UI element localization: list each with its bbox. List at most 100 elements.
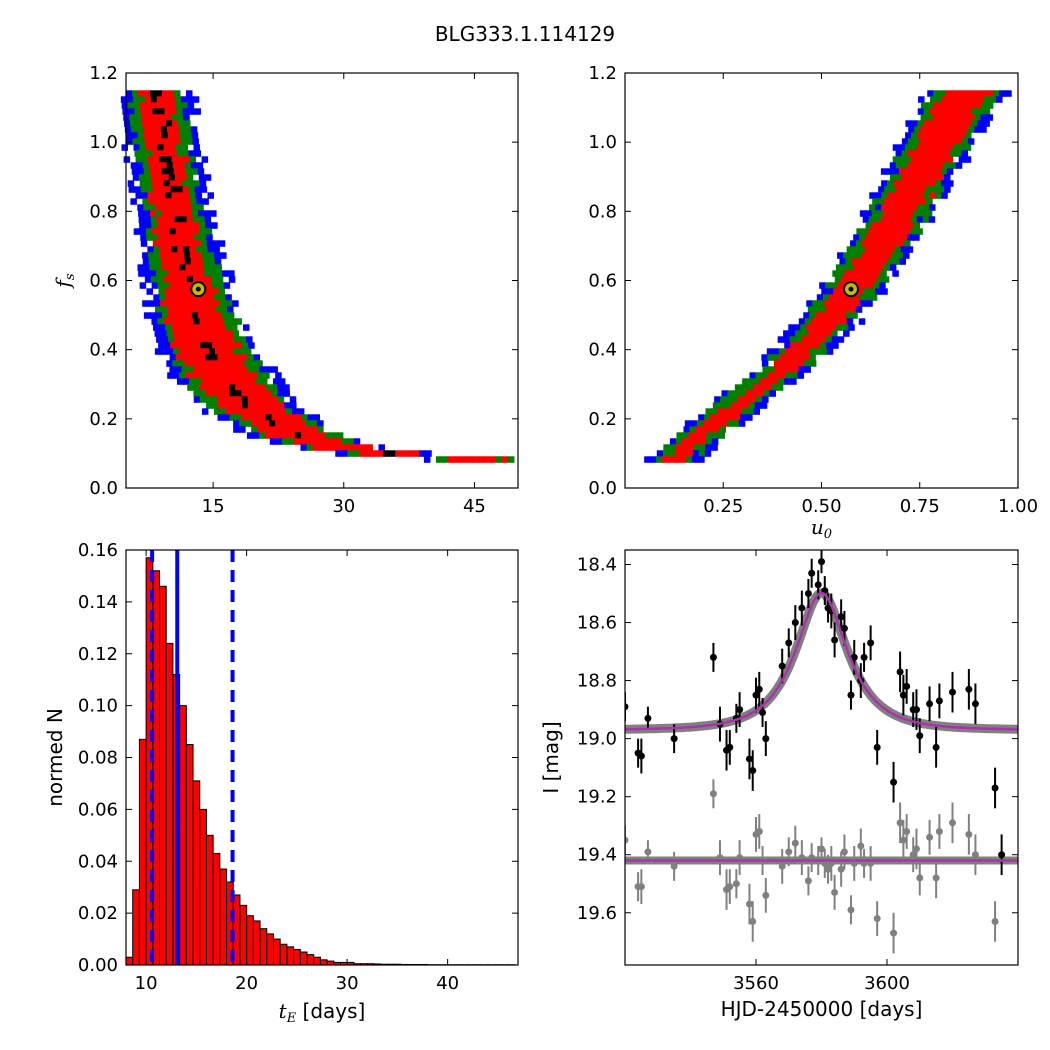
posterior-cell-1sigma [218, 378, 226, 385]
posterior-cell-3sigma [195, 192, 202, 199]
posterior-cell-3sigma [644, 456, 651, 463]
posterior-cell-1sigma [263, 426, 270, 433]
data-point [926, 700, 934, 708]
posterior-cell-1sigma [785, 360, 793, 367]
posterior-cell-1sigma [186, 336, 193, 343]
posterior-cell-3sigma [907, 234, 914, 241]
data-point [935, 697, 943, 705]
posterior-cell-3sigma [194, 150, 202, 157]
posterior-cell-3sigma [711, 444, 718, 451]
posterior-cell-1sigma [259, 384, 266, 391]
posterior-cell-2sigma [761, 372, 768, 379]
histogram-bar [239, 904, 248, 966]
posterior-cell-2sigma [949, 162, 957, 169]
posterior-cell-1sigma [844, 270, 851, 277]
posterior-cell-peak [169, 228, 177, 235]
posterior-cell-1sigma [264, 432, 272, 439]
posterior-cell-1sigma [174, 210, 181, 217]
posterior-cell-1sigma [226, 330, 234, 337]
posterior-cell-1sigma [323, 438, 331, 445]
posterior-cell-1sigma [931, 174, 939, 181]
posterior-cell-1sigma [152, 150, 160, 157]
posterior-cell-2sigma [194, 378, 202, 385]
posterior-cell-3sigma [875, 288, 882, 295]
posterior-cell-3sigma [798, 318, 806, 325]
posterior-cell-2sigma [965, 132, 972, 139]
posterior-cell-1sigma [940, 144, 948, 151]
x-tick-label: 20 [235, 973, 258, 994]
y-tick-label: 18.4 [577, 555, 617, 576]
histogram-bar [272, 938, 281, 966]
posterior-cell-1sigma [165, 294, 172, 301]
posterior-cell-2sigma [133, 102, 141, 109]
posterior-cell-2sigma [253, 366, 260, 373]
posterior-cell-1sigma [267, 408, 275, 415]
histogram-bar [152, 570, 161, 966]
posterior-cell-3sigma [837, 252, 844, 259]
posterior-cell-2sigma [727, 390, 734, 397]
posterior-cell-2sigma [227, 312, 235, 319]
posterior-cell-1sigma [695, 426, 702, 433]
posterior-cell-2sigma [880, 270, 887, 277]
residual-point [762, 891, 770, 899]
posterior-cell-1sigma [227, 372, 234, 379]
posterior-cell-2sigma [971, 120, 978, 127]
posterior-cell-1sigma [311, 426, 318, 433]
x-axis-label: tE [days] [279, 999, 366, 1026]
posterior-cell-1sigma [230, 378, 238, 385]
posterior-cell-1sigma [150, 174, 158, 181]
posterior-cell-2sigma [154, 258, 162, 265]
posterior-cell-1sigma [187, 228, 195, 235]
posterior-cell-2sigma [901, 162, 909, 169]
posterior-cell-3sigma [996, 96, 1003, 103]
posterior-cell-1sigma [813, 330, 820, 337]
posterior-cell-1sigma [181, 228, 189, 235]
posterior-cell-1sigma [159, 114, 166, 121]
posterior-cell-1sigma [780, 366, 787, 373]
posterior-cell-2sigma [216, 270, 223, 277]
posterior-cell-2sigma [232, 348, 240, 355]
posterior-cell-1sigma [489, 456, 497, 463]
posterior-cell-1sigma [149, 168, 157, 175]
posterior-cell-3sigma [182, 108, 189, 115]
posterior-cell-3sigma [803, 312, 810, 319]
posterior-cell-1sigma [175, 228, 183, 235]
posterior-cell-1sigma [279, 408, 287, 415]
posterior-cell-1sigma [223, 366, 230, 373]
data-point [890, 778, 898, 786]
posterior-cell-1sigma [186, 270, 193, 277]
posterior-cell-1sigma [218, 342, 225, 349]
posterior-cell-1sigma [281, 426, 288, 433]
posterior-cell-3sigma [423, 456, 431, 463]
posterior-cell-3sigma [136, 162, 144, 169]
posterior-cell-2sigma [208, 258, 216, 265]
posterior-cell-1sigma [241, 384, 248, 391]
posterior-cell-1sigma [162, 276, 170, 283]
posterior-cell-2sigma [663, 444, 670, 451]
posterior-cell-1sigma [910, 156, 918, 163]
posterior-cell-1sigma [892, 240, 899, 247]
posterior-cell-2sigma [168, 336, 175, 343]
posterior-cell-1sigma [957, 90, 964, 97]
posterior-cell-1sigma [371, 450, 378, 457]
posterior-cell-1sigma [235, 396, 243, 403]
y-tick-label: 19.6 [577, 903, 617, 924]
posterior-cell-2sigma [813, 306, 821, 313]
posterior-cell-1sigma [182, 324, 190, 331]
posterior-cell-1sigma [306, 432, 314, 439]
posterior-cell-2sigma [239, 420, 246, 427]
posterior-cell-2sigma [132, 138, 139, 145]
posterior-cell-2sigma [698, 450, 706, 457]
posterior-cell-3sigma [721, 390, 728, 397]
posterior-cell-3sigma [259, 366, 266, 373]
data-point [932, 743, 940, 751]
posterior-cell-1sigma [172, 198, 179, 205]
posterior-cell-3sigma [190, 126, 198, 133]
posterior-cell-1sigma [920, 186, 927, 193]
data-point [762, 735, 770, 743]
posterior-cell-2sigma [881, 192, 888, 199]
posterior-cell-3sigma [917, 108, 925, 115]
posterior-cell-1sigma [142, 126, 150, 133]
posterior-cell-2sigma [862, 228, 869, 235]
posterior-cell-3sigma [913, 234, 920, 241]
